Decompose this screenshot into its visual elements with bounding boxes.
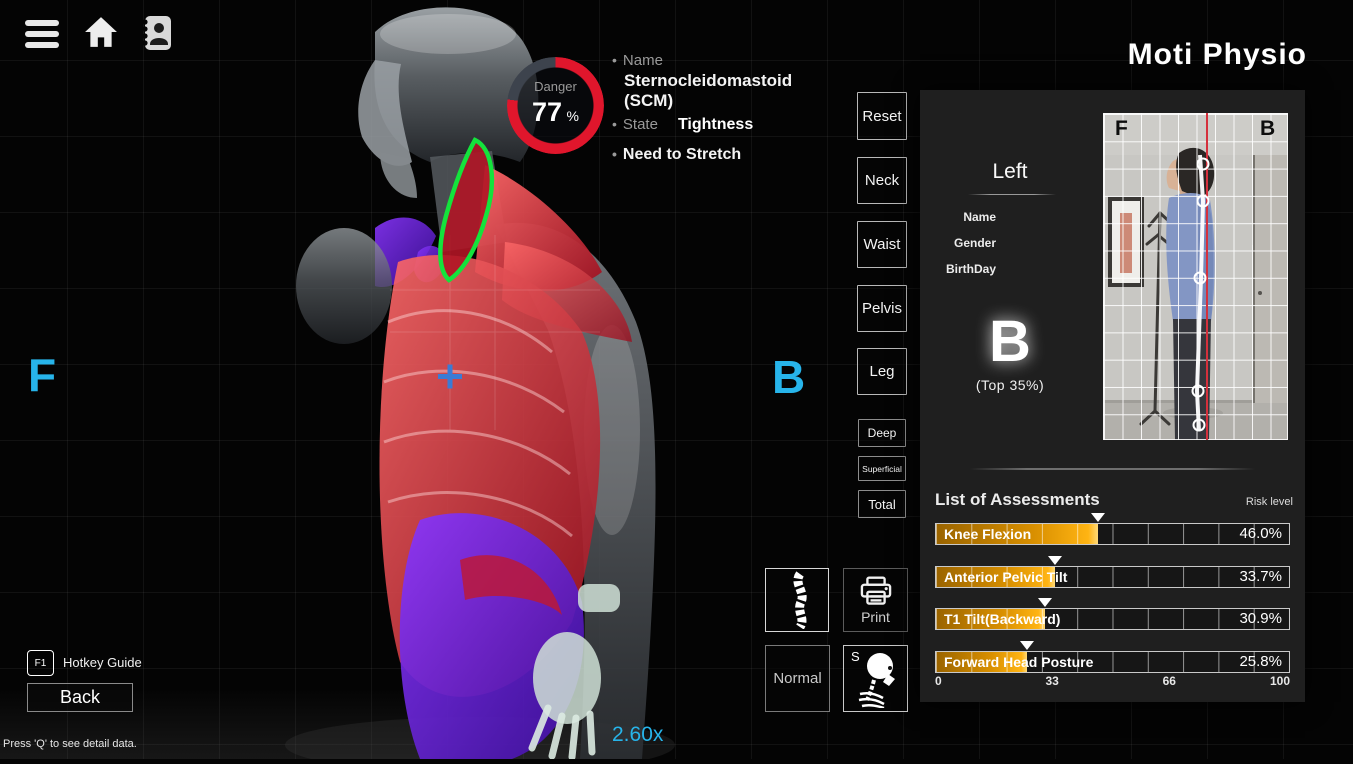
assessment-row: Knee Flexion 46.0%	[935, 513, 1290, 545]
assessment-label: Forward Head Posture	[944, 654, 1094, 670]
vertical-reference-line	[1206, 113, 1208, 440]
gauge-unit: %	[566, 108, 579, 124]
f1-key-badge: F1	[27, 650, 54, 676]
risk-marker	[1047, 556, 1062, 565]
skeleton-icon	[858, 652, 895, 708]
assessment-row: Forward Head Posture 25.8%	[935, 641, 1290, 673]
zoom-level: 2.60x	[612, 723, 664, 746]
gauge-percent: 77	[532, 97, 563, 127]
menu-icon[interactable]	[25, 18, 59, 55]
muscle-note: Need to Stretch	[622, 146, 742, 164]
assessment-list: Knee Flexion 46.0% Anterior Pelvic Tilt …	[935, 513, 1290, 676]
posture-photo: F B	[1103, 113, 1288, 440]
axis-tick: 0	[935, 674, 942, 688]
assessment-label: T1 Tilt(Backward)	[944, 611, 1061, 627]
model-cursor-crosshair	[438, 364, 462, 389]
print-button[interactable]: Print	[843, 568, 908, 632]
plumb-line-overlay	[1191, 154, 1210, 432]
assessment-segments	[936, 567, 1289, 587]
assessment-bar: Knee Flexion 46.0%	[935, 523, 1290, 545]
assessment-value: 46.0%	[1239, 525, 1282, 542]
risk-level-label: Risk level	[1245, 496, 1293, 508]
deep-button[interactable]: Deep	[858, 419, 906, 447]
assessment-bar: T1 Tilt(Backward) 30.9%	[935, 608, 1290, 630]
axis-tick: 66	[1162, 674, 1176, 688]
skeleton-hotkey: S	[851, 649, 860, 664]
assessment-value: 33.7%	[1239, 568, 1282, 585]
back-button[interactable]: Back	[27, 683, 133, 712]
pelvis-button[interactable]: Pelvis	[857, 285, 907, 332]
scm-muscle-highlight	[440, 140, 492, 280]
print-label: Print	[861, 608, 890, 625]
assessment-row: T1 Tilt(Backward) 30.9%	[935, 598, 1290, 630]
grade-letter: B	[989, 309, 1031, 374]
assessment-value: 25.8%	[1239, 653, 1282, 670]
field-name-label: Name	[963, 210, 996, 224]
detail-data-hint: Press 'Q' to see detail data.	[3, 738, 137, 750]
assessment-segments	[936, 609, 1289, 629]
gauge-label: Danger	[534, 79, 577, 94]
superficial-button[interactable]: Superficial	[858, 456, 906, 481]
f1-key-label: F1	[34, 657, 47, 669]
muscle-state-label: State	[622, 116, 658, 134]
neck-button[interactable]: Neck	[857, 157, 907, 204]
normal-mode-button[interactable]: Normal	[765, 645, 830, 712]
gauge-value: 77 %	[507, 97, 604, 128]
danger-gauge-ring	[507, 57, 604, 154]
assessment-label: Knee Flexion	[944, 526, 1032, 542]
grade-note: (Top 35%)	[975, 377, 1045, 393]
app-title: Moti Physio	[1127, 38, 1307, 71]
spine-icon	[793, 571, 807, 629]
report-panel: Left Name Gender BirthDay B (Top 35%)	[920, 90, 1305, 702]
print-icon	[860, 576, 891, 605]
muscle-name: Sternocleidomastoid (SCM)	[624, 71, 793, 110]
muscle-info: • Name Sternocleidomastoid (SCM) • State…	[612, 52, 827, 164]
axis-tick: 100	[1269, 674, 1290, 688]
home-icon[interactable]	[84, 14, 118, 55]
hotkey-guide-label: Hotkey Guide	[63, 655, 142, 670]
axis-tick: 33	[1045, 674, 1059, 688]
muscle-state-value: Tightness	[677, 116, 754, 134]
field-gender-label: Gender	[953, 236, 996, 250]
risk-marker	[1091, 513, 1106, 522]
bullet: •	[612, 116, 617, 133]
risk-marker	[1019, 641, 1034, 650]
assessment-axis: 0 33 66 100	[935, 674, 1290, 688]
posture-grade: B (Top 35%)	[940, 308, 1080, 393]
total-button[interactable]: Total	[858, 490, 906, 518]
field-birthday-label: BirthDay	[945, 262, 996, 276]
assessment-bar: Anterior Pelvic Tilt 33.7%	[935, 566, 1290, 588]
photo-back-label: B	[1260, 117, 1276, 140]
danger-gauge: Danger 77 %	[507, 57, 604, 154]
assessment-row: Anterior Pelvic Tilt 33.7%	[935, 556, 1290, 588]
waist-button[interactable]: Waist	[857, 221, 907, 268]
spine-view-button[interactable]	[765, 568, 829, 632]
assessments-title: List of Assessments	[935, 490, 1100, 509]
panel-divider	[970, 468, 1255, 470]
muscle-name-label: Name	[622, 52, 663, 69]
risk-marker	[1037, 598, 1052, 607]
skeleton-view-button[interactable]: S	[843, 645, 908, 712]
back-view-label: B	[772, 351, 806, 403]
assessment-segments	[936, 652, 1289, 672]
side-underline	[968, 194, 1056, 195]
assessment-label: Anterior Pelvic Tilt	[944, 569, 1068, 585]
side-label: Left	[992, 160, 1028, 183]
front-view-label: F	[28, 349, 57, 401]
normal-label: Normal	[773, 670, 822, 687]
photo-front-label: F	[1115, 117, 1128, 140]
assessment-value: 30.9%	[1239, 610, 1282, 627]
reset-button[interactable]: Reset	[857, 92, 907, 140]
contacts-icon[interactable]	[137, 14, 173, 57]
bullet: •	[612, 52, 617, 68]
anatomy-model[interactable]	[280, 0, 680, 764]
bullet: •	[612, 146, 617, 163]
patient-fields: Name Gender BirthDay	[920, 210, 996, 288]
assessment-segments	[936, 524, 1289, 544]
assessment-bar: Forward Head Posture 25.8%	[935, 651, 1290, 673]
leg-button[interactable]: Leg	[857, 348, 907, 395]
